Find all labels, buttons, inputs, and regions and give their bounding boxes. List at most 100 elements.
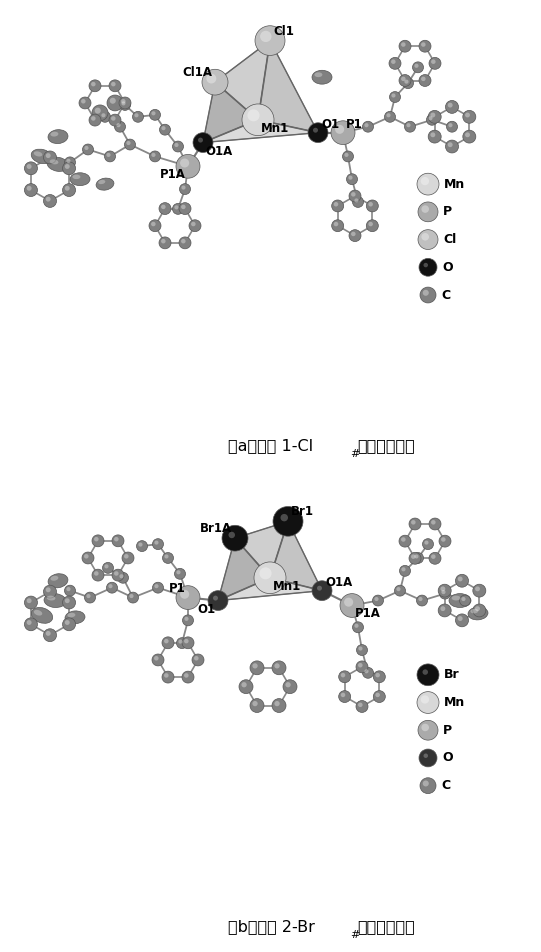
- Circle shape: [107, 95, 123, 110]
- Circle shape: [274, 701, 280, 706]
- Circle shape: [446, 121, 458, 132]
- Circle shape: [176, 570, 181, 574]
- Circle shape: [181, 239, 186, 244]
- Text: Br1A: Br1A: [200, 523, 232, 535]
- Circle shape: [341, 693, 345, 697]
- Text: P1A: P1A: [355, 607, 381, 621]
- Text: C: C: [441, 779, 450, 792]
- Circle shape: [345, 153, 348, 157]
- Circle shape: [375, 693, 380, 697]
- Circle shape: [448, 103, 453, 108]
- Circle shape: [280, 514, 288, 522]
- Circle shape: [176, 638, 188, 648]
- Circle shape: [82, 144, 94, 155]
- Circle shape: [354, 198, 359, 203]
- Ellipse shape: [31, 607, 52, 624]
- Circle shape: [164, 673, 169, 678]
- Ellipse shape: [50, 159, 58, 165]
- Text: O1: O1: [198, 603, 216, 616]
- Ellipse shape: [452, 596, 460, 601]
- Circle shape: [136, 541, 148, 551]
- Ellipse shape: [68, 613, 75, 617]
- Circle shape: [45, 197, 51, 202]
- Circle shape: [182, 615, 194, 625]
- Circle shape: [207, 73, 216, 84]
- Circle shape: [82, 552, 94, 564]
- Circle shape: [108, 585, 113, 588]
- Circle shape: [445, 140, 459, 153]
- Circle shape: [182, 637, 194, 648]
- Circle shape: [272, 699, 286, 712]
- Ellipse shape: [50, 576, 58, 581]
- Circle shape: [412, 62, 424, 72]
- Circle shape: [448, 142, 453, 148]
- Circle shape: [399, 74, 411, 87]
- Circle shape: [331, 121, 355, 145]
- Circle shape: [391, 93, 395, 97]
- Circle shape: [112, 535, 124, 546]
- Ellipse shape: [34, 151, 42, 156]
- Circle shape: [368, 222, 373, 227]
- Text: Br: Br: [444, 668, 460, 682]
- Circle shape: [92, 569, 104, 581]
- Circle shape: [394, 585, 406, 596]
- Circle shape: [429, 552, 441, 565]
- Text: Br1: Br1: [291, 506, 314, 519]
- Circle shape: [411, 520, 415, 525]
- Circle shape: [153, 539, 163, 549]
- Polygon shape: [235, 522, 288, 578]
- Circle shape: [119, 97, 131, 109]
- Circle shape: [272, 661, 286, 675]
- Text: Cl1A: Cl1A: [182, 67, 212, 79]
- Circle shape: [64, 585, 76, 596]
- Circle shape: [127, 141, 130, 145]
- Circle shape: [312, 581, 332, 601]
- Circle shape: [159, 237, 171, 248]
- Circle shape: [202, 69, 228, 95]
- Circle shape: [117, 572, 129, 584]
- Circle shape: [419, 74, 431, 87]
- Circle shape: [456, 614, 469, 626]
- Polygon shape: [258, 41, 318, 132]
- Circle shape: [439, 588, 451, 599]
- Ellipse shape: [65, 611, 85, 624]
- Circle shape: [421, 233, 429, 241]
- Circle shape: [368, 202, 373, 207]
- Circle shape: [414, 554, 419, 559]
- Circle shape: [180, 589, 189, 599]
- Circle shape: [421, 76, 426, 81]
- Circle shape: [335, 125, 344, 134]
- Text: O1: O1: [321, 118, 339, 130]
- Circle shape: [373, 690, 385, 703]
- Circle shape: [134, 113, 138, 117]
- Circle shape: [423, 669, 428, 675]
- Circle shape: [424, 541, 428, 545]
- Circle shape: [353, 622, 364, 633]
- Text: Mn1: Mn1: [273, 580, 301, 593]
- Circle shape: [362, 667, 373, 678]
- Circle shape: [91, 116, 96, 121]
- Ellipse shape: [44, 594, 66, 607]
- Circle shape: [122, 552, 134, 564]
- Circle shape: [24, 618, 37, 631]
- Ellipse shape: [70, 172, 90, 186]
- Ellipse shape: [96, 178, 114, 190]
- Circle shape: [365, 123, 368, 128]
- Circle shape: [399, 40, 411, 52]
- Circle shape: [438, 604, 451, 617]
- Circle shape: [445, 101, 459, 113]
- Circle shape: [153, 583, 163, 593]
- Circle shape: [475, 606, 480, 611]
- Circle shape: [409, 552, 421, 565]
- Circle shape: [260, 567, 272, 580]
- Circle shape: [104, 151, 115, 162]
- Circle shape: [406, 123, 411, 128]
- Circle shape: [417, 664, 439, 685]
- Text: P: P: [443, 206, 452, 218]
- Circle shape: [64, 157, 76, 168]
- Circle shape: [112, 569, 124, 581]
- Circle shape: [161, 126, 166, 130]
- Circle shape: [332, 200, 344, 212]
- Circle shape: [162, 637, 174, 648]
- Circle shape: [351, 231, 355, 236]
